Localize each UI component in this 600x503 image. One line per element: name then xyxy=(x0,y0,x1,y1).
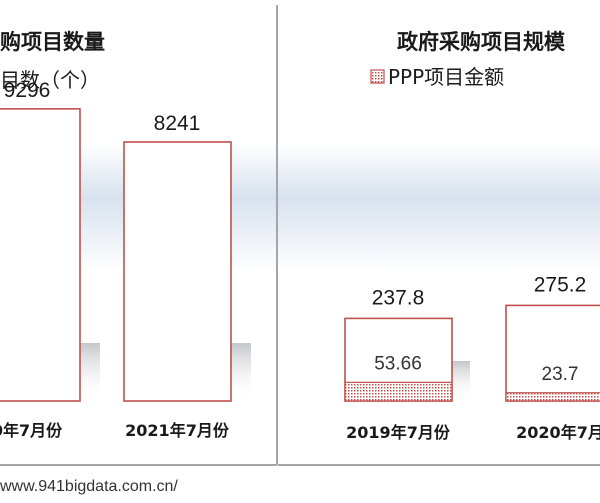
bar-ppp-portion xyxy=(505,392,600,402)
bar-value-label: 9296 xyxy=(4,79,51,102)
bar xyxy=(0,108,81,402)
bar xyxy=(123,141,232,402)
panel-procurement-scale: 政府采购项目规模 PPP项目金额 237.8 53.66 2019年7月份 275.2… xyxy=(278,5,600,466)
legend-label: 目数（个） xyxy=(0,68,100,92)
bar-total-label: 275.2 xyxy=(534,273,587,296)
panel-project-count: 购项目数量 目数（个） 9296 0年7月份 8241 2021年7月份 xyxy=(0,5,278,466)
legend-swatch xyxy=(370,69,385,84)
bar-ppp-portion xyxy=(344,381,453,402)
bar-total xyxy=(505,304,600,402)
category-label: 2019年7月份 xyxy=(346,423,451,442)
chart-title: 购项目数量 xyxy=(0,30,105,54)
category-label: 0年7月份 xyxy=(0,421,63,440)
bar-ppp-label: 53.66 xyxy=(374,353,422,374)
bar-total-label: 237.8 xyxy=(372,286,425,309)
bar-ppp-label: 23.7 xyxy=(542,364,579,385)
source-url: www.941bigdata.com.cn/ xyxy=(0,478,178,495)
bar-value-label: 8241 xyxy=(154,112,201,135)
category-label: 2021年7月份 xyxy=(125,421,230,440)
legend-label: PPP项目金额 xyxy=(388,65,504,89)
chart-title: 政府采购项目规模 xyxy=(397,30,566,54)
category-label: 2020年7月 xyxy=(516,423,600,442)
